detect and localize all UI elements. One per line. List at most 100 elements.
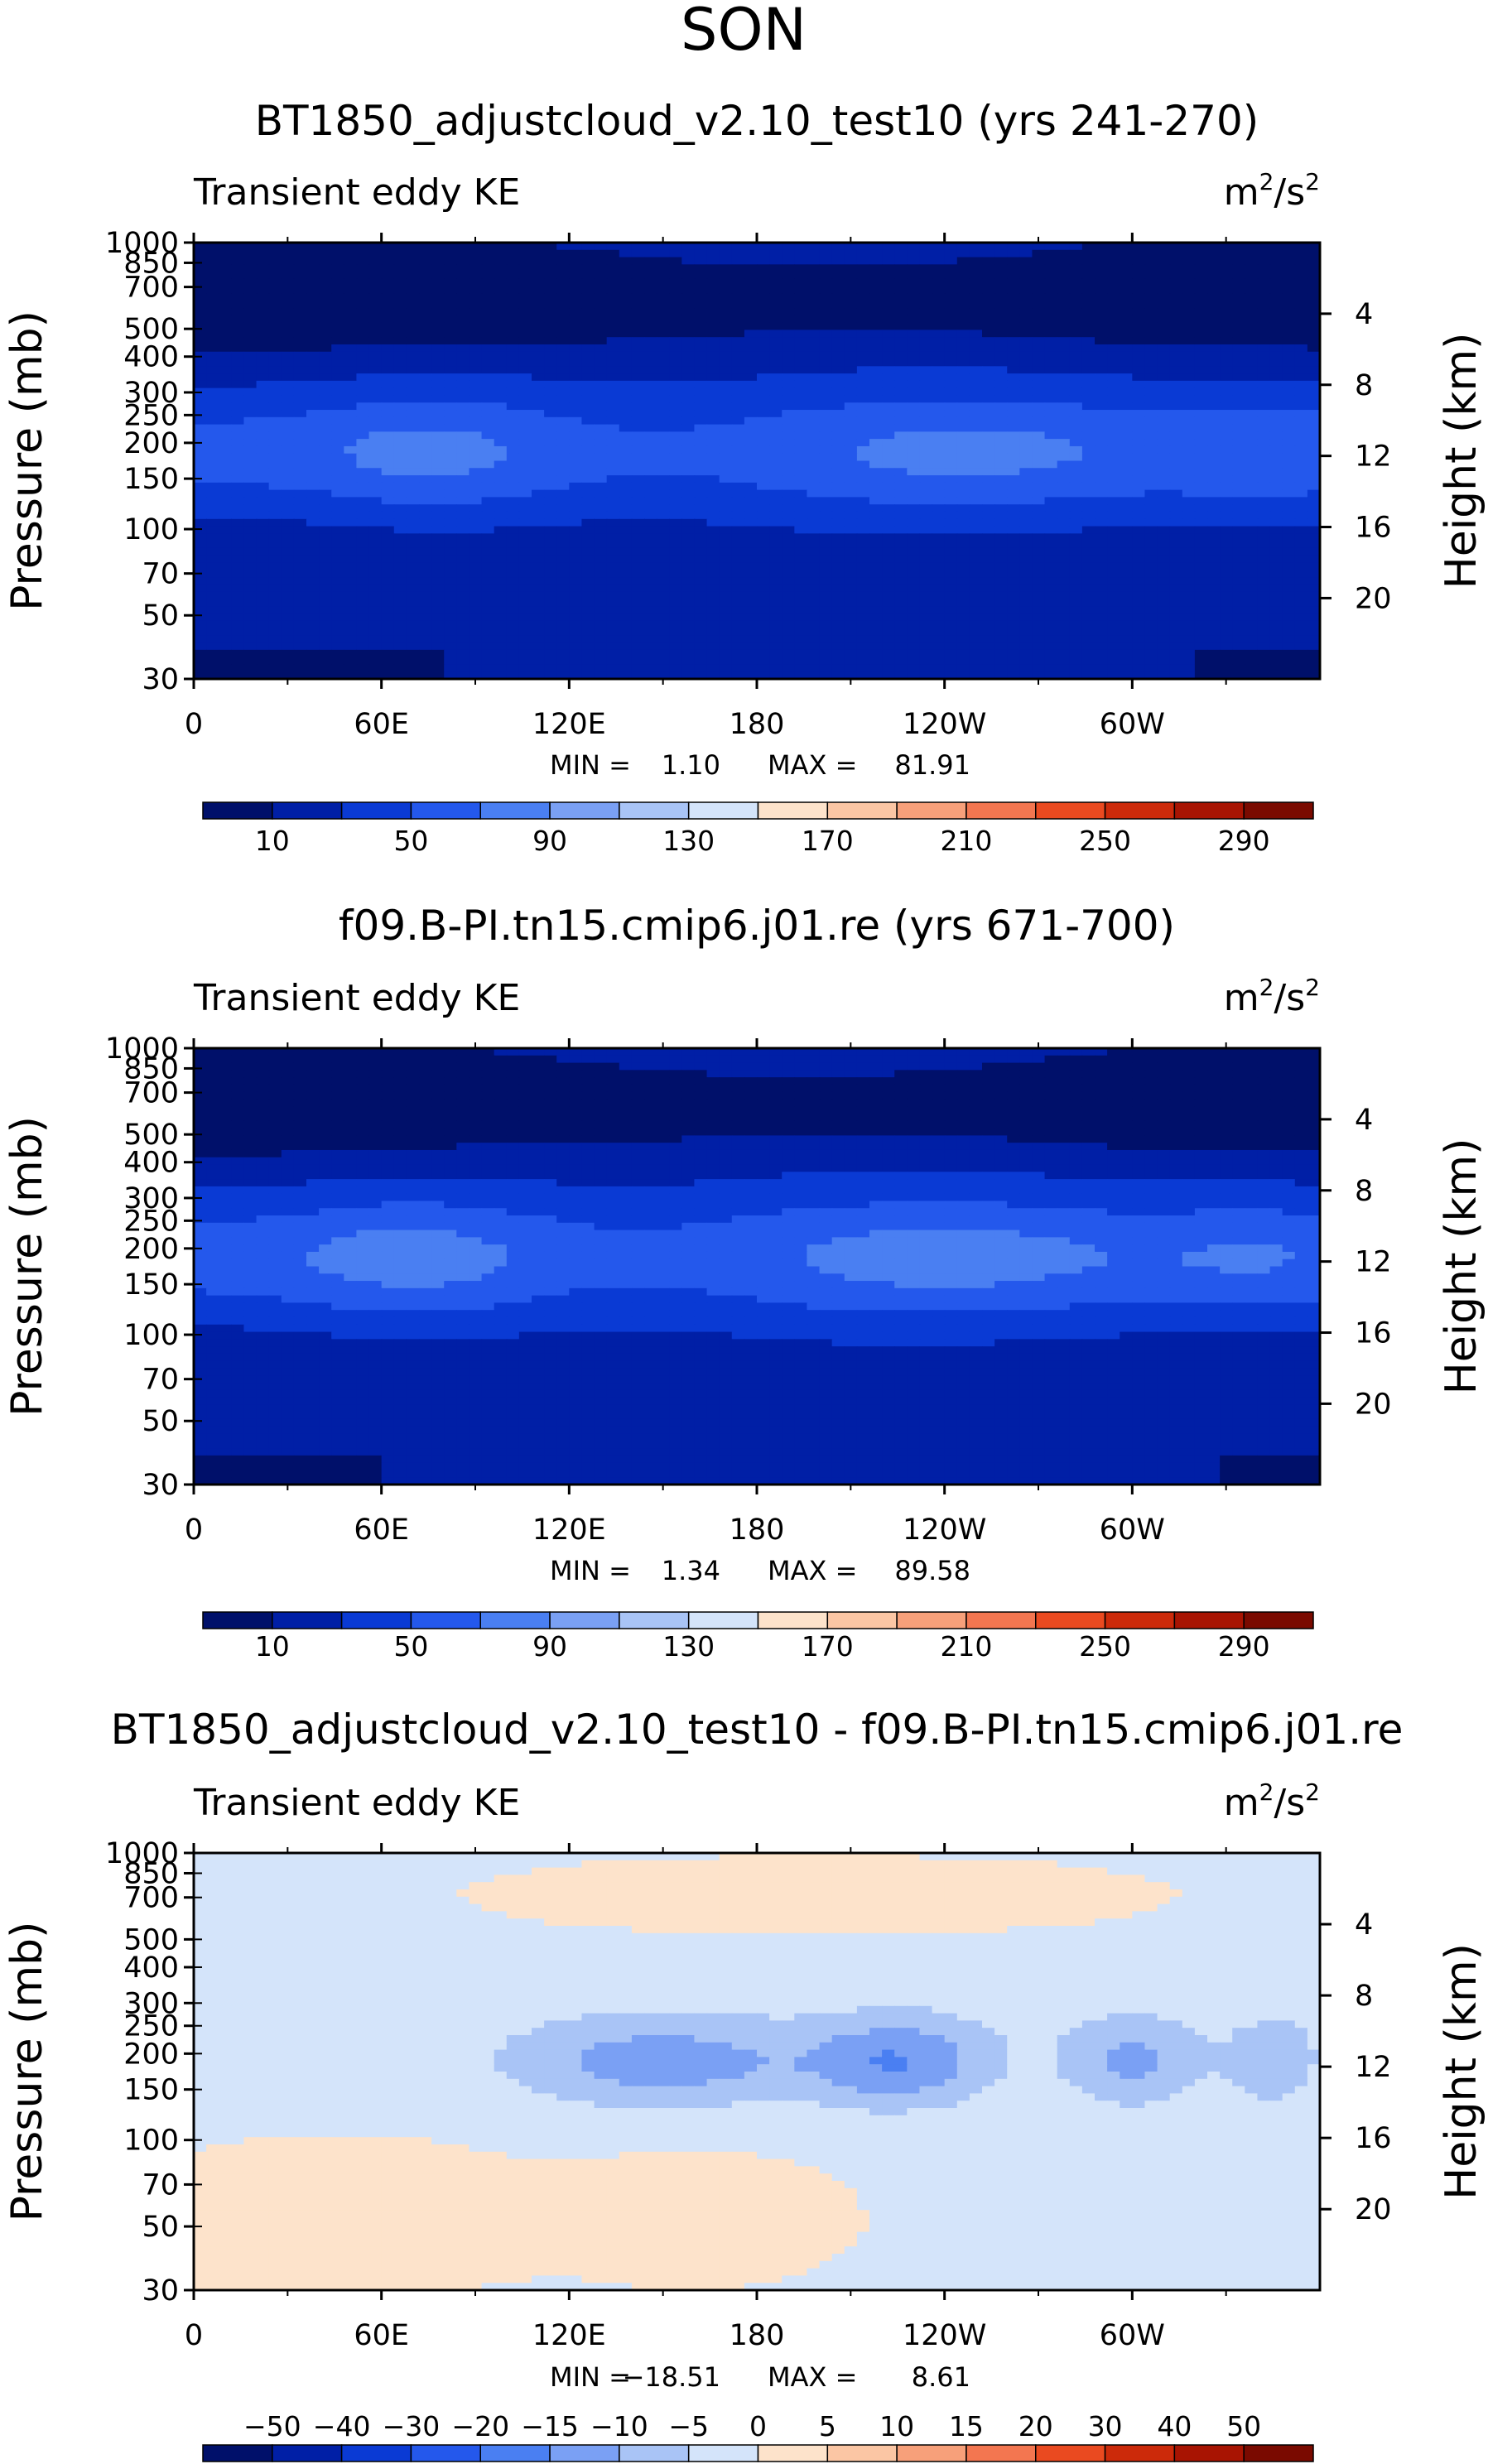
heatmap-cell bbox=[231, 606, 245, 614]
heatmap-cell bbox=[268, 424, 282, 432]
heatmap-cell bbox=[982, 489, 995, 498]
heatmap-cell bbox=[844, 599, 858, 607]
heatmap-cell bbox=[744, 330, 758, 338]
heatmap-cell bbox=[919, 322, 933, 330]
heatmap-cell bbox=[844, 249, 858, 258]
heatmap-cell bbox=[1207, 293, 1221, 301]
heatmap-cell bbox=[1057, 570, 1071, 578]
heatmap-cell bbox=[431, 351, 445, 360]
heatmap-cell bbox=[1081, 635, 1096, 643]
heatmap-cell bbox=[481, 373, 495, 382]
heatmap-cell bbox=[694, 278, 708, 287]
heatmap-cell bbox=[268, 511, 282, 520]
heatmap-cell bbox=[469, 431, 483, 440]
heatmap-cell bbox=[882, 591, 895, 599]
heatmap-cell bbox=[1257, 620, 1271, 629]
heatmap-cell bbox=[281, 431, 295, 440]
heatmap-cell bbox=[344, 439, 358, 447]
heatmap-cell bbox=[1307, 351, 1321, 360]
heatmap-cell bbox=[206, 482, 219, 491]
heatmap-cell bbox=[231, 453, 245, 462]
heatmap-cell bbox=[194, 562, 207, 570]
heatmap-cell bbox=[794, 489, 808, 498]
heatmap-cell bbox=[619, 635, 633, 643]
heatmap-cell bbox=[1220, 439, 1233, 447]
heatmap-cell bbox=[1095, 526, 1108, 534]
heatmap-cell bbox=[919, 635, 933, 643]
heatmap-cell bbox=[393, 264, 407, 272]
heatmap-cell bbox=[506, 468, 520, 476]
heatmap-cell bbox=[719, 613, 733, 622]
heatmap-cell bbox=[769, 570, 783, 578]
heatmap-cell bbox=[669, 395, 682, 403]
heatmap-cell bbox=[469, 591, 483, 599]
heatmap-cell bbox=[306, 570, 320, 578]
heatmap-cell bbox=[406, 264, 420, 272]
heatmap-cell bbox=[1232, 308, 1245, 316]
heatmap-cell bbox=[1095, 489, 1108, 498]
heatmap-cell bbox=[1044, 351, 1058, 360]
heatmap-cell bbox=[194, 453, 207, 462]
heatmap-cell bbox=[681, 301, 696, 309]
heatmap-cell bbox=[281, 257, 295, 265]
heatmap-cell bbox=[331, 373, 344, 382]
heatmap-cell bbox=[944, 366, 958, 374]
heatmap-cell bbox=[1107, 599, 1120, 607]
heatmap-cell bbox=[932, 243, 946, 251]
heatmap-cell bbox=[1220, 591, 1233, 599]
heatmap-cell bbox=[293, 416, 307, 426]
heatmap-cell bbox=[706, 599, 720, 607]
heatmap-cell bbox=[1220, 257, 1233, 265]
heatmap-cell bbox=[243, 424, 258, 432]
heatmap-cell bbox=[344, 278, 358, 287]
heatmap-cell bbox=[219, 380, 232, 389]
heatmap-cell bbox=[1157, 431, 1171, 440]
heatmap-cell bbox=[206, 497, 219, 505]
heatmap-cell bbox=[969, 410, 983, 418]
heatmap-cell bbox=[919, 497, 933, 505]
heatmap-cell bbox=[769, 395, 783, 403]
heatmap-cell bbox=[856, 322, 870, 330]
heatmap-cell bbox=[1307, 308, 1321, 316]
heatmap-cell bbox=[319, 395, 332, 403]
heatmap-cell bbox=[1257, 591, 1271, 599]
heatmap-cell bbox=[306, 439, 320, 447]
heatmap-cell bbox=[907, 599, 921, 607]
heatmap-cell bbox=[1095, 613, 1108, 622]
heatmap-cell bbox=[268, 315, 282, 324]
heatmap-cell bbox=[907, 257, 921, 265]
heatmap-cell bbox=[544, 416, 557, 426]
heatmap-cell bbox=[243, 373, 258, 382]
heatmap-cell bbox=[293, 278, 307, 287]
heatmap-cell bbox=[1144, 613, 1158, 622]
heatmap-cell bbox=[1257, 431, 1271, 440]
heatmap-cell bbox=[532, 570, 545, 578]
heatmap-cell bbox=[1069, 628, 1083, 636]
heatmap-cell bbox=[769, 315, 783, 324]
heatmap-cell bbox=[794, 243, 808, 251]
heatmap-cell bbox=[744, 243, 758, 251]
heatmap-cell bbox=[1081, 526, 1096, 534]
heatmap-cell bbox=[619, 243, 633, 251]
heatmap-cell bbox=[481, 475, 495, 484]
heatmap-cell bbox=[982, 620, 995, 629]
heatmap-cell bbox=[769, 416, 783, 426]
heatmap-cell bbox=[231, 555, 245, 564]
heatmap-cell bbox=[331, 272, 344, 280]
heatmap-cell bbox=[581, 555, 595, 564]
heatmap-cell bbox=[669, 373, 682, 382]
heatmap-cell bbox=[1194, 511, 1208, 520]
heatmap-cell bbox=[769, 257, 783, 265]
heatmap-cell bbox=[306, 635, 320, 643]
heatmap-cell bbox=[1182, 475, 1196, 484]
heatmap-cell bbox=[444, 482, 457, 491]
heatmap-cell bbox=[1282, 402, 1296, 411]
heatmap-cell bbox=[456, 308, 470, 316]
heatmap-cell bbox=[894, 584, 908, 593]
heatmap-cell bbox=[256, 330, 270, 338]
heatmap-cell bbox=[306, 380, 320, 389]
heatmap-cell bbox=[681, 424, 696, 432]
heatmap-cell bbox=[669, 613, 682, 622]
heatmap-cell bbox=[281, 555, 295, 564]
heatmap-cell bbox=[757, 584, 770, 593]
